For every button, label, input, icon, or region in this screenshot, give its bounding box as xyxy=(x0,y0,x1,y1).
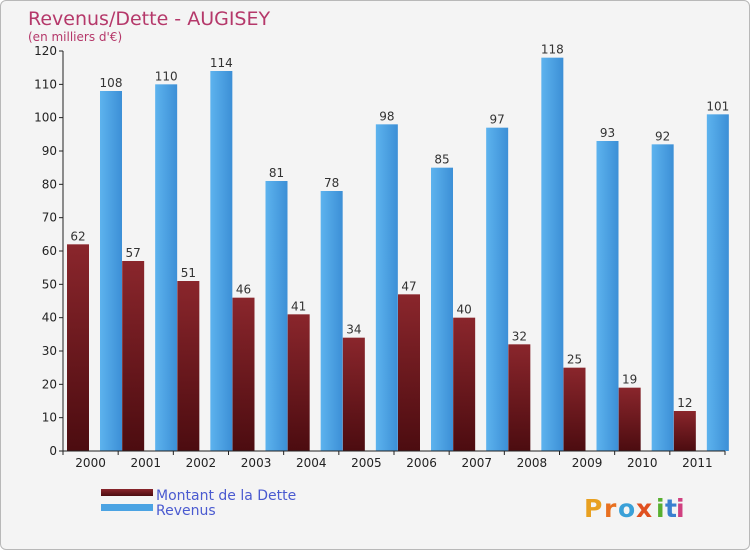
data-label-debt: 47 xyxy=(401,279,416,293)
bar-debt xyxy=(122,261,145,451)
data-label-revenus: 118 xyxy=(541,43,564,57)
y-tick-label: 0 xyxy=(49,444,57,458)
legend-swatch-debt xyxy=(101,489,153,496)
bar-debt xyxy=(177,281,200,451)
bar-debt xyxy=(673,411,696,451)
data-label-debt: 25 xyxy=(567,353,582,367)
bar-debt xyxy=(618,387,641,451)
y-tick-label: 60 xyxy=(42,244,57,258)
x-tick-label: 2005 xyxy=(351,456,382,470)
data-label-debt: 57 xyxy=(126,246,141,260)
bar-revenus xyxy=(265,181,288,451)
y-tick-label: 120 xyxy=(34,44,57,58)
data-label-debt: 40 xyxy=(457,303,472,317)
y-tick-label: 20 xyxy=(42,377,57,391)
data-label-debt: 46 xyxy=(236,283,251,297)
bar-revenus xyxy=(155,84,178,451)
data-label-revenus: 92 xyxy=(655,129,670,143)
bar-revenus xyxy=(431,167,453,451)
x-tick-label: 2007 xyxy=(461,456,492,470)
logo-letter: o xyxy=(618,494,635,523)
logo-letter: i xyxy=(656,494,665,523)
bar-debt xyxy=(453,317,476,451)
data-label-debt: 51 xyxy=(181,266,196,280)
x-tick-label: 2001 xyxy=(130,456,161,470)
x-tick-label: 2004 xyxy=(296,456,327,470)
legend: Montant de la Dette Revenus xyxy=(101,488,296,519)
x-tick-label: 2006 xyxy=(406,456,437,470)
data-label-revenus: 81 xyxy=(269,166,284,180)
bar-debt xyxy=(342,337,365,451)
data-label-revenus: 108 xyxy=(100,76,123,90)
y-tick-label: 40 xyxy=(42,311,57,325)
bar-revenus xyxy=(651,144,674,452)
data-label-debt: 62 xyxy=(70,229,85,243)
logo-letter: x xyxy=(636,494,652,523)
data-label-revenus: 98 xyxy=(379,109,394,123)
bar-debt xyxy=(67,244,89,451)
bar-revenus xyxy=(375,124,398,451)
y-tick-label: 100 xyxy=(34,111,57,125)
y-axis: 0 10 20 30 40 50 60 70 80 90 100 110 120 xyxy=(34,44,64,458)
data-label-debt: 12 xyxy=(677,396,692,410)
bar-revenus xyxy=(541,57,564,452)
x-tick-label: 2008 xyxy=(517,456,548,470)
data-label-revenus: 101 xyxy=(706,99,729,113)
bar-revenus xyxy=(210,71,233,451)
x-tick-label: 2002 xyxy=(186,456,217,470)
y-tick-label: 50 xyxy=(42,277,57,291)
y-tick-label: 110 xyxy=(34,77,57,91)
y-tick-label: 10 xyxy=(42,411,57,425)
x-tick-label: 2011 xyxy=(682,456,713,470)
bar-debt xyxy=(287,314,310,451)
logo-letter: r xyxy=(604,494,617,523)
bar-debt xyxy=(563,367,586,451)
logo-letter: t xyxy=(665,494,677,523)
bar-revenus xyxy=(596,141,619,451)
legend-label-revenus: Revenus xyxy=(156,503,216,519)
data-label-revenus: 78 xyxy=(324,176,339,190)
chart-subtitle: (en milliers d'€) xyxy=(28,30,122,44)
data-label-debt: 41 xyxy=(291,299,306,313)
x-tick-label: 2000 xyxy=(75,456,106,470)
data-label-revenus: 110 xyxy=(155,69,178,83)
y-tick-label: 30 xyxy=(42,344,57,358)
bar-revenus xyxy=(706,114,729,451)
x-tick-label: 2010 xyxy=(627,456,658,470)
x-tick-label: 2003 xyxy=(241,456,272,470)
bar-debt xyxy=(232,297,255,451)
y-tick-label: 80 xyxy=(42,177,57,191)
bar-debt xyxy=(508,344,531,451)
bar-debt xyxy=(398,294,420,451)
data-label-debt: 19 xyxy=(622,373,637,387)
y-tick-label: 70 xyxy=(42,211,57,225)
legend-swatch-revenus xyxy=(101,504,153,511)
bar-revenus xyxy=(486,127,509,452)
data-label-revenus: 97 xyxy=(490,113,505,127)
x-tick-label: 2009 xyxy=(572,456,603,470)
x-axis: 2000 2001 2002 2003 2004 2005 2006 2007 2008 2009… xyxy=(62,450,726,470)
logo-letter: i xyxy=(676,494,685,523)
bar-revenus xyxy=(100,91,122,451)
logo-letter: P xyxy=(584,494,602,523)
bars-group: 62 108 57 110 51 114 46 81 41 78 34 98 47 85 40 97 32 118… xyxy=(67,43,729,452)
data-label-revenus: 93 xyxy=(600,126,615,140)
data-label-revenus: 114 xyxy=(210,56,233,70)
data-label-debt: 34 xyxy=(346,323,361,337)
y-tick-label: 90 xyxy=(42,144,57,158)
data-label-debt: 32 xyxy=(512,329,527,343)
legend-label-debt: Montant de la Dette xyxy=(156,488,296,504)
bar-revenus xyxy=(320,191,343,451)
chart-title: Revenus/Dette - AUGISEY xyxy=(28,8,270,30)
data-label-revenus: 85 xyxy=(434,153,449,167)
